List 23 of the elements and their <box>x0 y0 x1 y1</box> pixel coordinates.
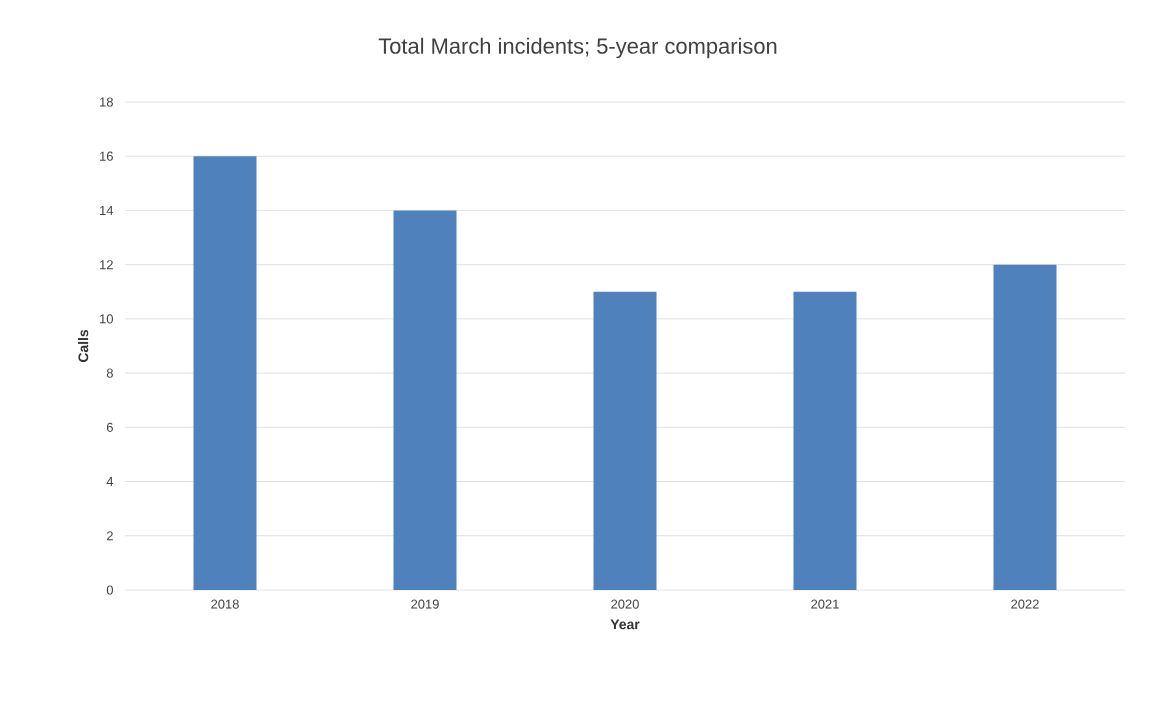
y-tick-label: 10 <box>100 314 113 324</box>
y-tick-label: 14 <box>100 205 114 215</box>
y-tick-label: 12 <box>100 260 113 270</box>
bar <box>593 291 657 590</box>
bar <box>793 291 857 590</box>
x-axis-title: Year <box>610 619 640 630</box>
y-tick-label: 16 <box>100 151 113 161</box>
bar <box>993 264 1057 590</box>
y-axis-title: Calls <box>78 329 89 363</box>
chart-title: Total March incidents; 5-year comparison <box>378 37 777 59</box>
bar <box>193 156 257 590</box>
x-tick-label: 2020 <box>611 599 639 609</box>
y-tick-label: 2 <box>106 531 113 541</box>
y-tick-label: 6 <box>106 422 113 432</box>
y-tick-label: 0 <box>106 585 113 595</box>
x-tick-label: 2022 <box>1011 599 1039 609</box>
x-tick-label: 2018 <box>211 599 239 609</box>
x-tick-label: 2021 <box>811 599 839 609</box>
bar <box>393 210 457 590</box>
y-tick-label: 4 <box>106 477 114 486</box>
x-tick-label: 2019 <box>411 599 439 609</box>
y-tick-label: 18 <box>100 97 113 107</box>
y-tick-label: 8 <box>106 368 113 378</box>
